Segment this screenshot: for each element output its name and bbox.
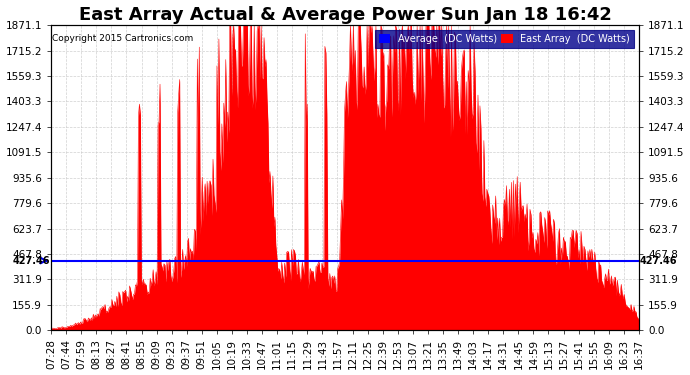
Text: 427.46: 427.46 [12, 256, 50, 266]
Text: 427.46: 427.46 [640, 256, 678, 266]
Legend: Average  (DC Watts), East Array  (DC Watts): Average (DC Watts), East Array (DC Watts… [375, 30, 634, 48]
Text: Copyright 2015 Cartronics.com: Copyright 2015 Cartronics.com [52, 34, 193, 43]
Title: East Array Actual & Average Power Sun Jan 18 16:42: East Array Actual & Average Power Sun Ja… [79, 6, 611, 24]
